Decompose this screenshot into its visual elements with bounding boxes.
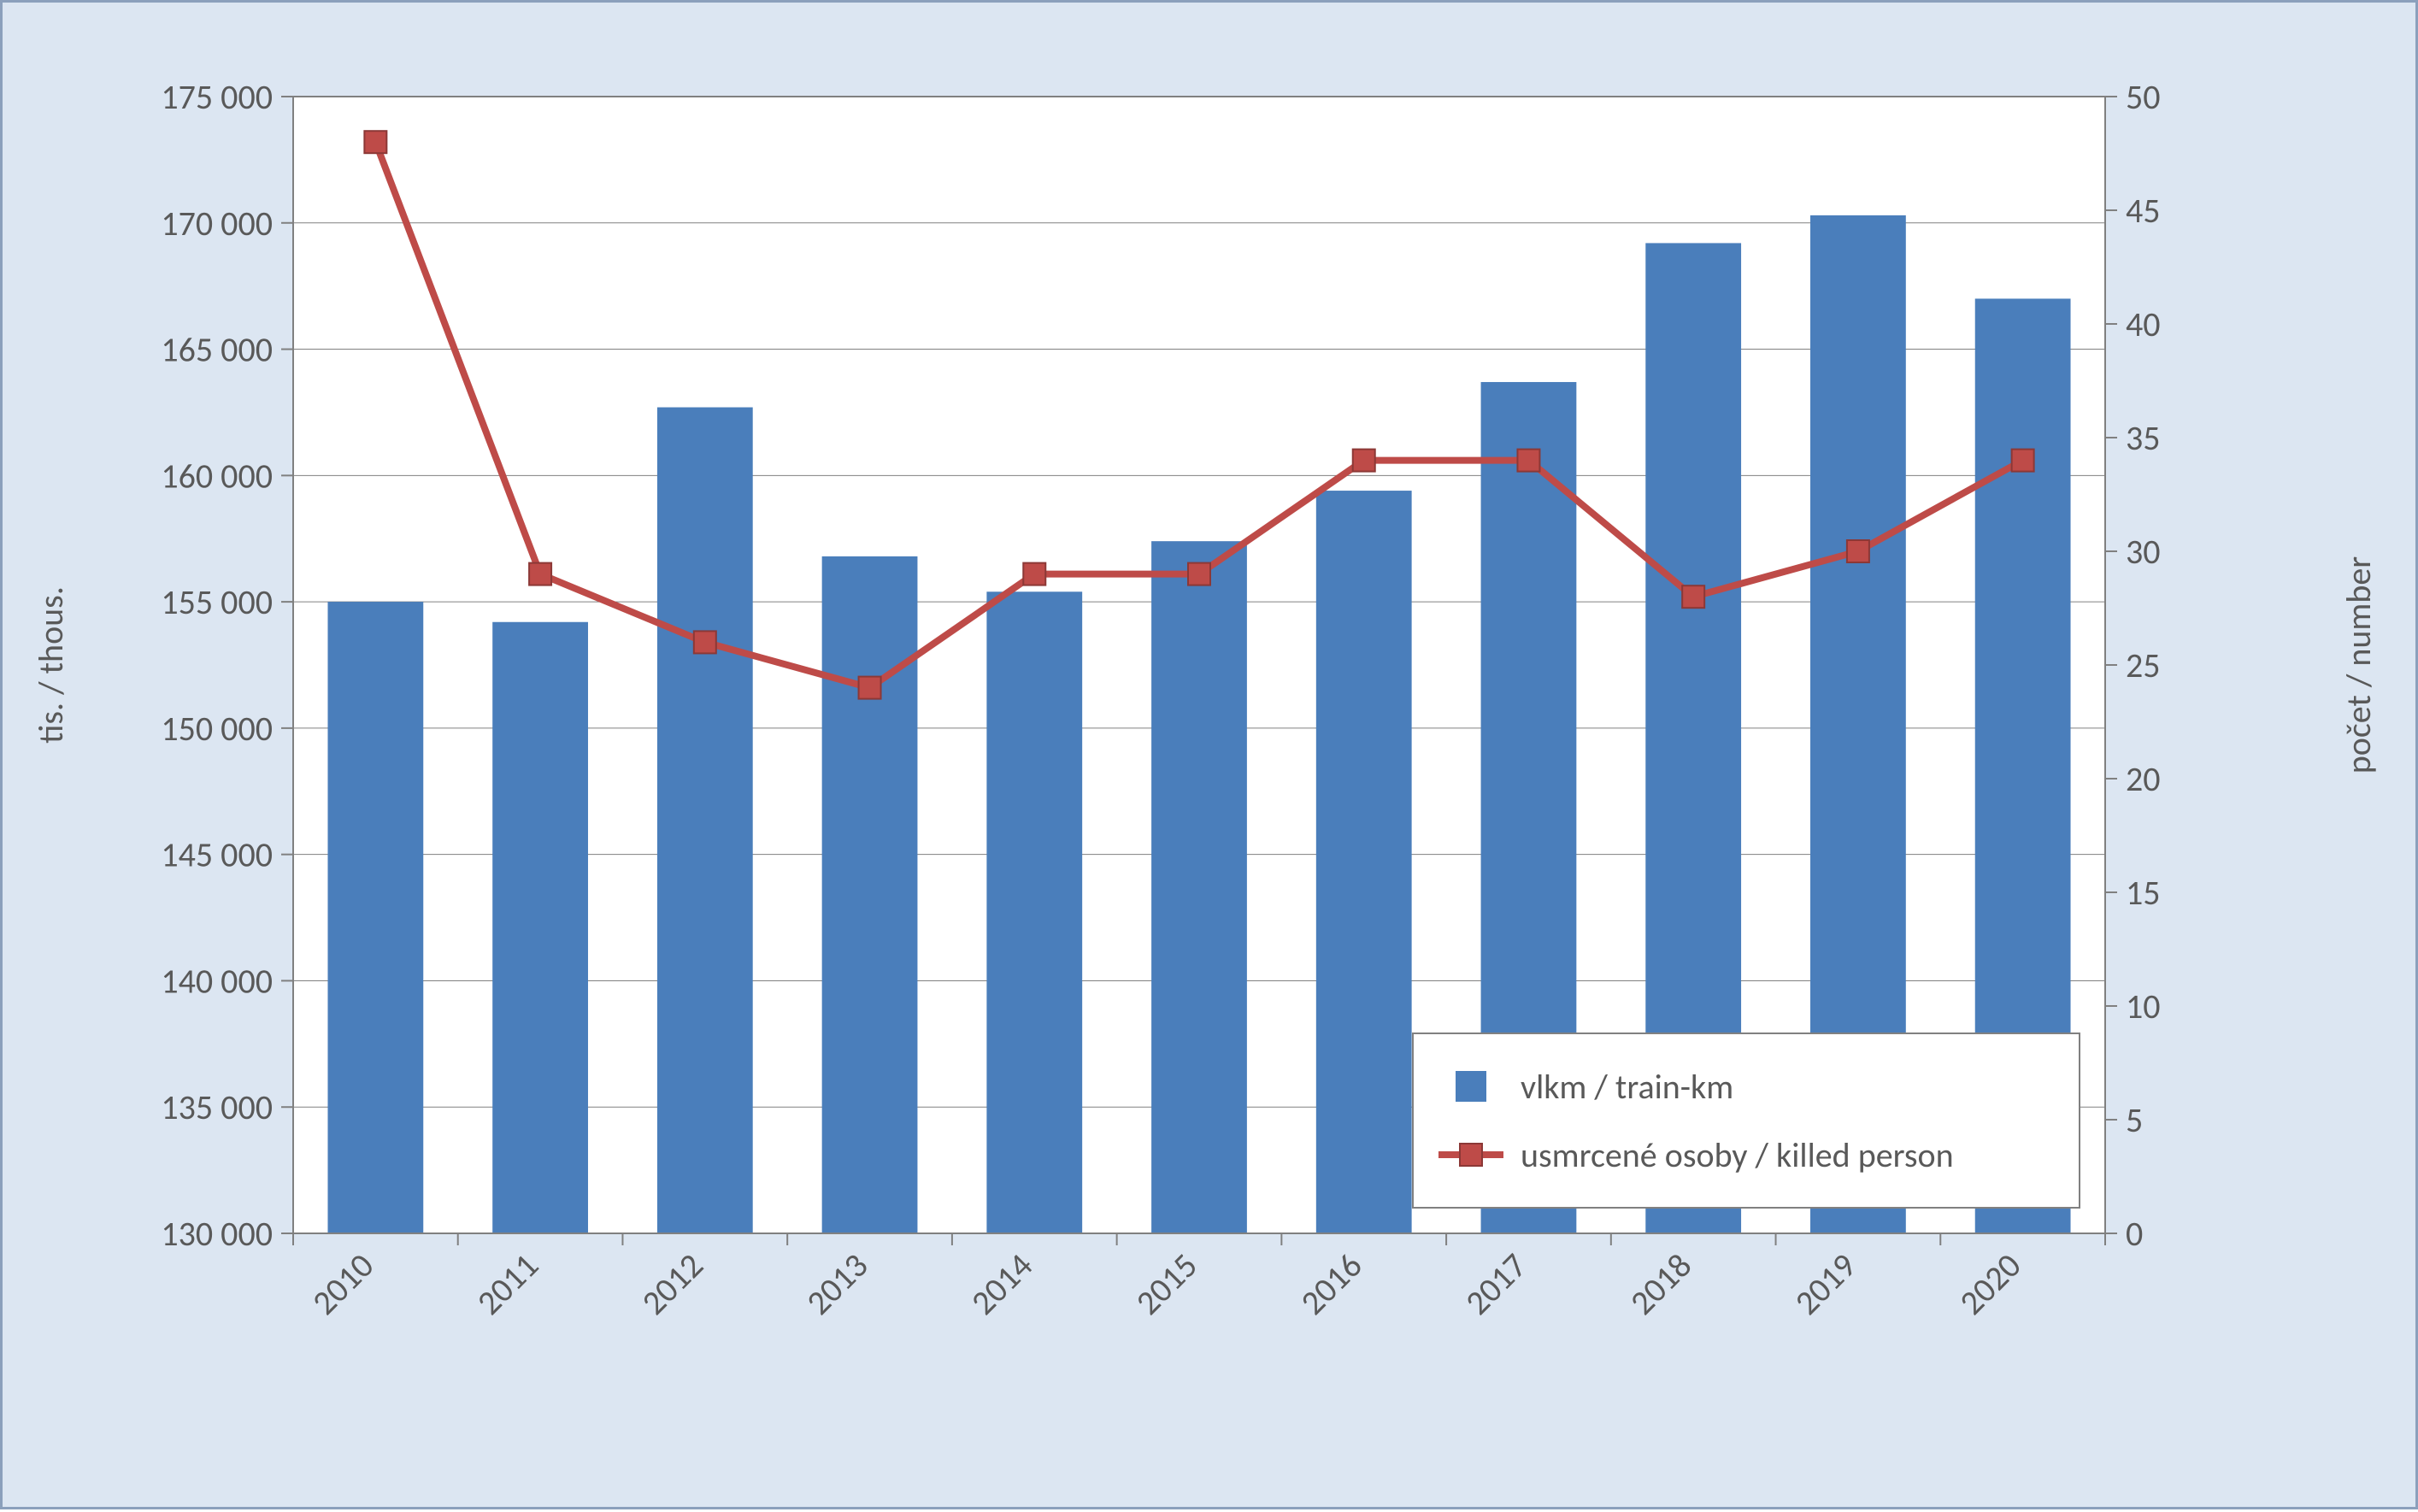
chart-outer: 130 000135 000140 000145 000150 000155 0… [0, 0, 2418, 1509]
y-left-title: tis. / thous. [30, 586, 72, 744]
y-right-tick-label: 30 [2126, 531, 2161, 573]
legend-swatch-bar [1456, 1071, 1486, 1102]
bar [1316, 491, 1412, 1233]
y-right-tick-label: 35 [2126, 417, 2161, 459]
y-left-tick-label: 140 000 [161, 960, 273, 1002]
x-tick-label: 2012 [633, 1244, 712, 1323]
line-marker [1188, 563, 1210, 585]
x-tick-label: 2010 [303, 1244, 382, 1323]
line-marker [1353, 450, 1375, 472]
legend-label: usmrcené osoby / killed person [1521, 1134, 1954, 1176]
y-right-tick-label: 0 [2126, 1213, 2143, 1255]
y-left-tick-label: 175 000 [161, 76, 273, 118]
x-tick-label: 2015 [1127, 1244, 1206, 1323]
bar [657, 408, 753, 1233]
y-left-tick-label: 145 000 [161, 834, 273, 876]
y-right-tick-label: 10 [2126, 985, 2161, 1027]
x-tick-label: 2017 [1456, 1244, 1535, 1323]
x-tick-label: 2016 [1292, 1244, 1371, 1323]
y-right-tick-label: 25 [2126, 644, 2161, 686]
y-right-tick-label: 40 [2126, 303, 2161, 345]
bar [822, 556, 918, 1233]
y-right-tick-label: 20 [2126, 758, 2161, 800]
line-marker [859, 677, 881, 699]
y-right-tick-label: 5 [2126, 1099, 2143, 1141]
line-marker [2012, 450, 2034, 472]
y-right-tick-label: 50 [2126, 76, 2161, 118]
y-left-tick-label: 150 000 [161, 708, 273, 750]
y-right-tick-label: 15 [2126, 872, 2161, 914]
y-right-tick-label: 45 [2126, 190, 2161, 232]
line-marker [1517, 450, 1539, 472]
y-left-tick-label: 170 000 [161, 203, 273, 244]
y-left-tick-label: 165 000 [161, 329, 273, 371]
y-right-title: počet / number [2338, 556, 2380, 774]
legend-box [1413, 1033, 2080, 1208]
bar [492, 622, 588, 1233]
line-marker [1847, 540, 1869, 562]
x-tick-label: 2014 [962, 1244, 1041, 1323]
bar [327, 602, 423, 1233]
bar [986, 591, 1082, 1233]
line-marker [1023, 563, 1045, 585]
y-left-tick-label: 160 000 [161, 455, 273, 497]
y-left-tick-label: 155 000 [161, 581, 273, 623]
line-marker [1682, 585, 1704, 608]
x-tick-label: 2013 [797, 1244, 876, 1323]
line-marker [694, 631, 716, 653]
chart-canvas-wrap: 130 000135 000140 000145 000150 000155 0… [3, 3, 2415, 1507]
line-marker [364, 131, 386, 153]
legend-label: vlkm / train-km [1521, 1066, 1733, 1108]
x-tick-label: 2020 [1950, 1244, 2029, 1323]
bar [1151, 541, 1247, 1233]
x-tick-label: 2019 [1786, 1244, 1865, 1323]
x-tick-label: 2011 [468, 1244, 547, 1323]
x-tick-label: 2018 [1621, 1244, 1700, 1323]
y-left-tick-label: 135 000 [161, 1086, 273, 1128]
legend-swatch-marker [1460, 1144, 1482, 1166]
chart-svg: 130 000135 000140 000145 000150 000155 0… [3, 3, 2418, 1512]
y-left-tick-label: 130 000 [161, 1213, 273, 1255]
line-marker [529, 563, 551, 585]
